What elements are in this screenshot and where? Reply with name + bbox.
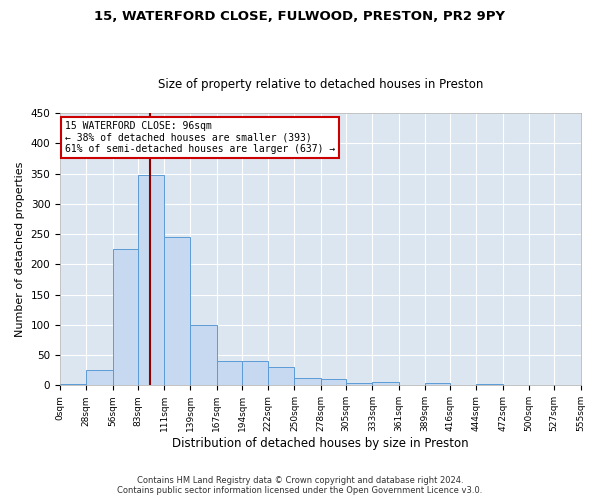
Bar — [321, 380, 346, 386]
Bar — [86, 370, 113, 386]
Bar — [164, 237, 190, 386]
Bar — [268, 367, 295, 386]
Bar — [373, 382, 398, 386]
Bar — [295, 378, 321, 386]
Text: Contains HM Land Registry data © Crown copyright and database right 2024.
Contai: Contains HM Land Registry data © Crown c… — [118, 476, 482, 495]
Bar — [346, 383, 373, 386]
Text: 15 WATERFORD CLOSE: 96sqm
← 38% of detached houses are smaller (393)
61% of semi: 15 WATERFORD CLOSE: 96sqm ← 38% of detac… — [65, 121, 335, 154]
Y-axis label: Number of detached properties: Number of detached properties — [15, 162, 25, 337]
Bar — [60, 384, 86, 386]
Bar — [242, 361, 268, 386]
Bar — [190, 325, 217, 386]
Bar — [113, 249, 138, 386]
Bar — [476, 384, 503, 386]
X-axis label: Distribution of detached houses by size in Preston: Distribution of detached houses by size … — [172, 437, 469, 450]
Bar — [138, 176, 164, 386]
Title: Size of property relative to detached houses in Preston: Size of property relative to detached ho… — [158, 78, 483, 91]
Bar — [425, 383, 450, 386]
Bar — [217, 361, 242, 386]
Text: 15, WATERFORD CLOSE, FULWOOD, PRESTON, PR2 9PY: 15, WATERFORD CLOSE, FULWOOD, PRESTON, P… — [95, 10, 505, 23]
